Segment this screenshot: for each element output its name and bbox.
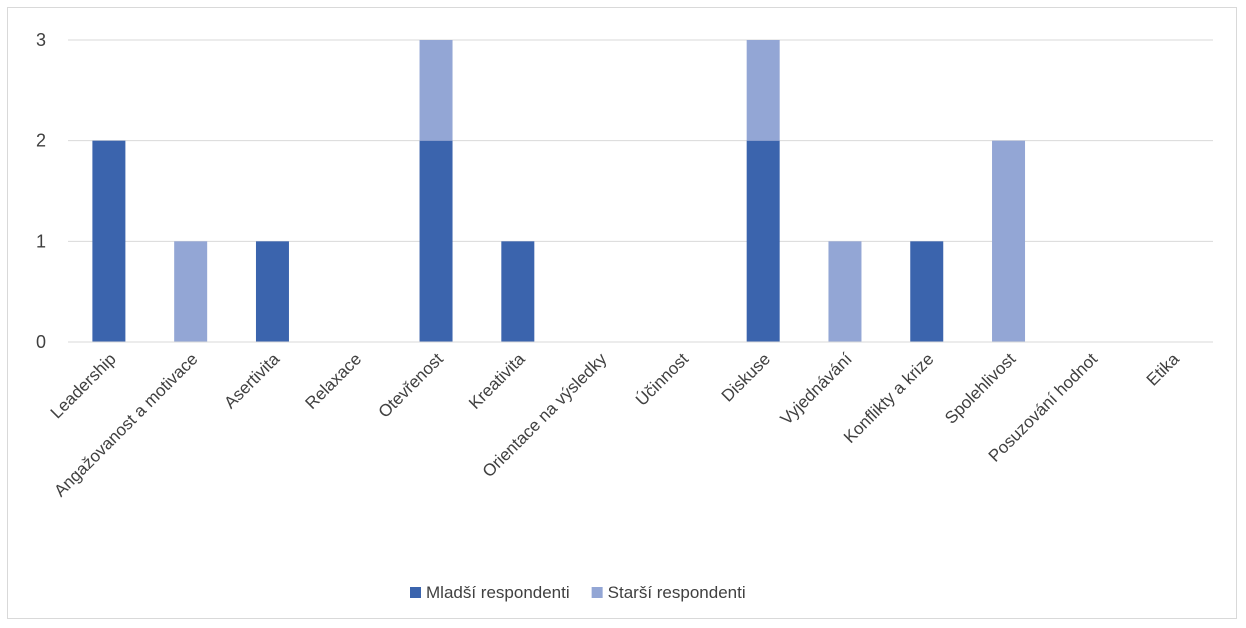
bar-mladsi-2 xyxy=(255,241,289,342)
bar-starsi-4 xyxy=(419,40,453,141)
y-tick-label: 2 xyxy=(36,131,46,151)
x-category-label: Otevřenost xyxy=(375,349,447,421)
x-category-label: Angažovanost a motivace xyxy=(50,349,201,500)
y-axis-ticks: 0 1 2 3 xyxy=(36,30,46,352)
x-category-label: Konflikty a krize xyxy=(840,349,938,447)
legend: Mladší respondenti Starší respondenti xyxy=(410,583,746,602)
bar-mladsi-4 xyxy=(419,140,453,342)
bar-starsi-11 xyxy=(992,140,1026,342)
legend-swatch-mladsi xyxy=(410,587,421,598)
bar-mladsi-10 xyxy=(910,241,944,342)
x-category-label: Relaxace xyxy=(302,349,366,413)
legend-label-starsi: Starší respondenti xyxy=(608,583,746,602)
legend-swatch-starsi xyxy=(591,587,603,598)
x-category-label: Leadership xyxy=(47,349,120,422)
bar-starsi-8 xyxy=(746,40,780,141)
bar-mladsi-8 xyxy=(746,140,780,342)
bars xyxy=(92,40,1026,342)
x-category-label: Účinnost xyxy=(632,349,692,409)
x-category-label: Kreativita xyxy=(465,349,529,413)
y-tick-label: 0 xyxy=(36,332,46,352)
chart-frame xyxy=(7,7,1237,619)
bar-mladsi-5 xyxy=(501,241,535,342)
legend-label-mladsi: Mladší respondenti xyxy=(426,583,570,602)
x-category-label: Etika xyxy=(1143,349,1184,390)
x-category-label: Asertivita xyxy=(220,349,283,412)
bar-starsi-9 xyxy=(828,241,862,342)
y-tick-label: 3 xyxy=(36,30,46,50)
y-tick-label: 1 xyxy=(36,231,46,251)
x-category-label: Vyjednávání xyxy=(777,349,856,428)
gridlines xyxy=(68,39,1213,242)
bar-mladsi-0 xyxy=(92,140,126,342)
x-category-label: Diskuse xyxy=(718,349,774,405)
x-category-label: Spolehlivost xyxy=(941,349,1019,427)
bar-starsi-1 xyxy=(174,241,208,342)
